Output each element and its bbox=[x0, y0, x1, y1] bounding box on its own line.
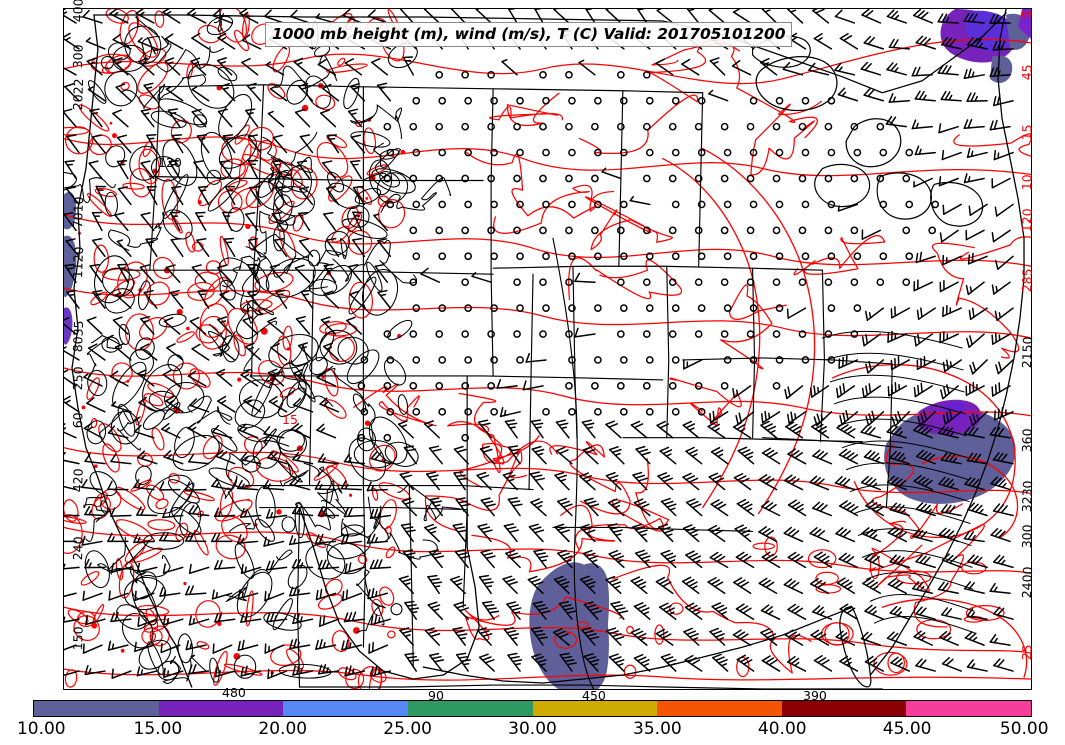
colorbar-tick-10-00: 10.00 bbox=[16, 719, 66, 739]
geography-boundary-layer bbox=[64, 9, 1025, 689]
plot-title: 1000 mb height (m), wind (m/s), T (C) Va… bbox=[265, 22, 793, 47]
colorbar-segment-7[interactable] bbox=[906, 701, 1031, 716]
map-canvas bbox=[64, 9, 1031, 689]
colorbar-tick-20-00: 20.00 bbox=[258, 719, 308, 739]
map-plot-area[interactable] bbox=[63, 8, 1032, 690]
colorbar-tick-35-00: 35.00 bbox=[633, 719, 682, 739]
colorbar-tick-45-00: 45.00 bbox=[882, 719, 932, 739]
temperature-contour-layer bbox=[64, 9, 1031, 689]
colorbar-tick-50-00: 50.00 bbox=[999, 719, 1049, 739]
colorbar-tick-40-00: 40.00 bbox=[757, 719, 807, 739]
colorbar-tick-15-00: 15.00 bbox=[133, 719, 183, 739]
colorbar-segment-3[interactable] bbox=[407, 701, 533, 716]
colorbar-segment-4[interactable] bbox=[532, 701, 658, 716]
colorbar-tick-30-00: 30.00 bbox=[508, 719, 557, 739]
colorbar-segment-2[interactable] bbox=[283, 701, 408, 716]
wind-barb-layer bbox=[64, 9, 1014, 680]
colorbar-tick-labels: 10.00 15.00 20.00 25.00 30.00 35.00 40.00 45.00… bbox=[0, 719, 1065, 743]
colorbar-segment-1[interactable] bbox=[158, 701, 284, 716]
colorbar-segment-0[interactable] bbox=[34, 701, 159, 716]
colorbar-segment-5[interactable] bbox=[657, 701, 782, 716]
colorbar-segment-6[interactable] bbox=[781, 701, 907, 716]
colorbar[interactable] bbox=[33, 700, 1032, 717]
colorbar-tick-25-00: 25.00 bbox=[383, 719, 432, 739]
